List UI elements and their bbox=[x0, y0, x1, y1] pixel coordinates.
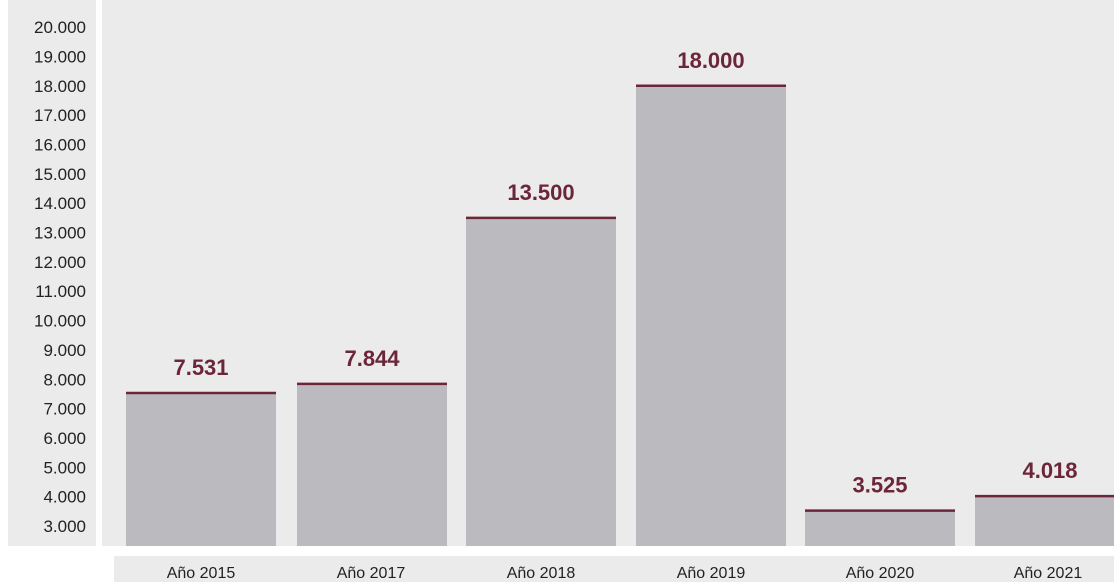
bar bbox=[636, 85, 786, 546]
y-tick-label: 17.000 bbox=[34, 106, 86, 125]
bar bbox=[297, 383, 447, 546]
y-tick-label: 12.000 bbox=[34, 253, 86, 272]
bar bbox=[975, 496, 1114, 546]
x-axis: Año 2015 Año 2017 Año 2018 Año 2019 Año 2020… bbox=[167, 565, 1083, 582]
y-tick-label: 5.000 bbox=[43, 458, 86, 477]
bar-value-label: 3.525 bbox=[852, 473, 907, 498]
x-axis-panel bbox=[114, 556, 1114, 582]
y-tick-label: 3.000 bbox=[43, 517, 86, 536]
x-tick-label: Año 2015 bbox=[167, 565, 236, 582]
y-tick-label: 6.000 bbox=[43, 429, 86, 448]
bar bbox=[805, 510, 955, 546]
x-tick-label: Año 2018 bbox=[507, 565, 576, 582]
y-tick-label: 10.000 bbox=[34, 312, 86, 331]
y-tick-label: 13.000 bbox=[34, 224, 86, 243]
y-tick-label: 7.000 bbox=[43, 400, 86, 419]
y-tick-label: 16.000 bbox=[34, 135, 86, 154]
y-tick-label: 15.000 bbox=[34, 165, 86, 184]
bar bbox=[126, 393, 276, 546]
bar bbox=[466, 217, 616, 546]
bar-value-label: 7.531 bbox=[173, 355, 228, 380]
bars: 7.531 7.844 13.500 18.000 3.525 4.018 bbox=[126, 48, 1114, 546]
x-tick-label: Año 2019 bbox=[677, 565, 746, 582]
y-tick-label: 8.000 bbox=[43, 370, 86, 389]
bar-value-label: 4.018 bbox=[1022, 458, 1077, 483]
y-tick-label: 11.000 bbox=[35, 282, 86, 301]
x-tick-label: Año 2017 bbox=[337, 565, 406, 582]
y-tick-label: 18.000 bbox=[34, 77, 86, 96]
y-axis: 3.000 4.000 5.000 6.000 7.000 8.000 9.000 10.00… bbox=[34, 18, 86, 536]
y-tick-label: 4.000 bbox=[43, 488, 86, 507]
bar-value-label: 18.000 bbox=[677, 48, 744, 73]
y-axis-panel bbox=[8, 0, 96, 546]
bar-value-label: 13.500 bbox=[507, 180, 574, 205]
x-tick-label: Año 2021 bbox=[1014, 565, 1083, 582]
x-tick-label: Año 2020 bbox=[846, 565, 915, 582]
y-tick-label: 20.000 bbox=[34, 18, 86, 37]
y-tick-label: 19.000 bbox=[34, 47, 86, 66]
y-tick-label: 9.000 bbox=[43, 341, 86, 360]
y-tick-label: 14.000 bbox=[34, 194, 86, 213]
bar-value-label: 7.844 bbox=[344, 346, 400, 371]
